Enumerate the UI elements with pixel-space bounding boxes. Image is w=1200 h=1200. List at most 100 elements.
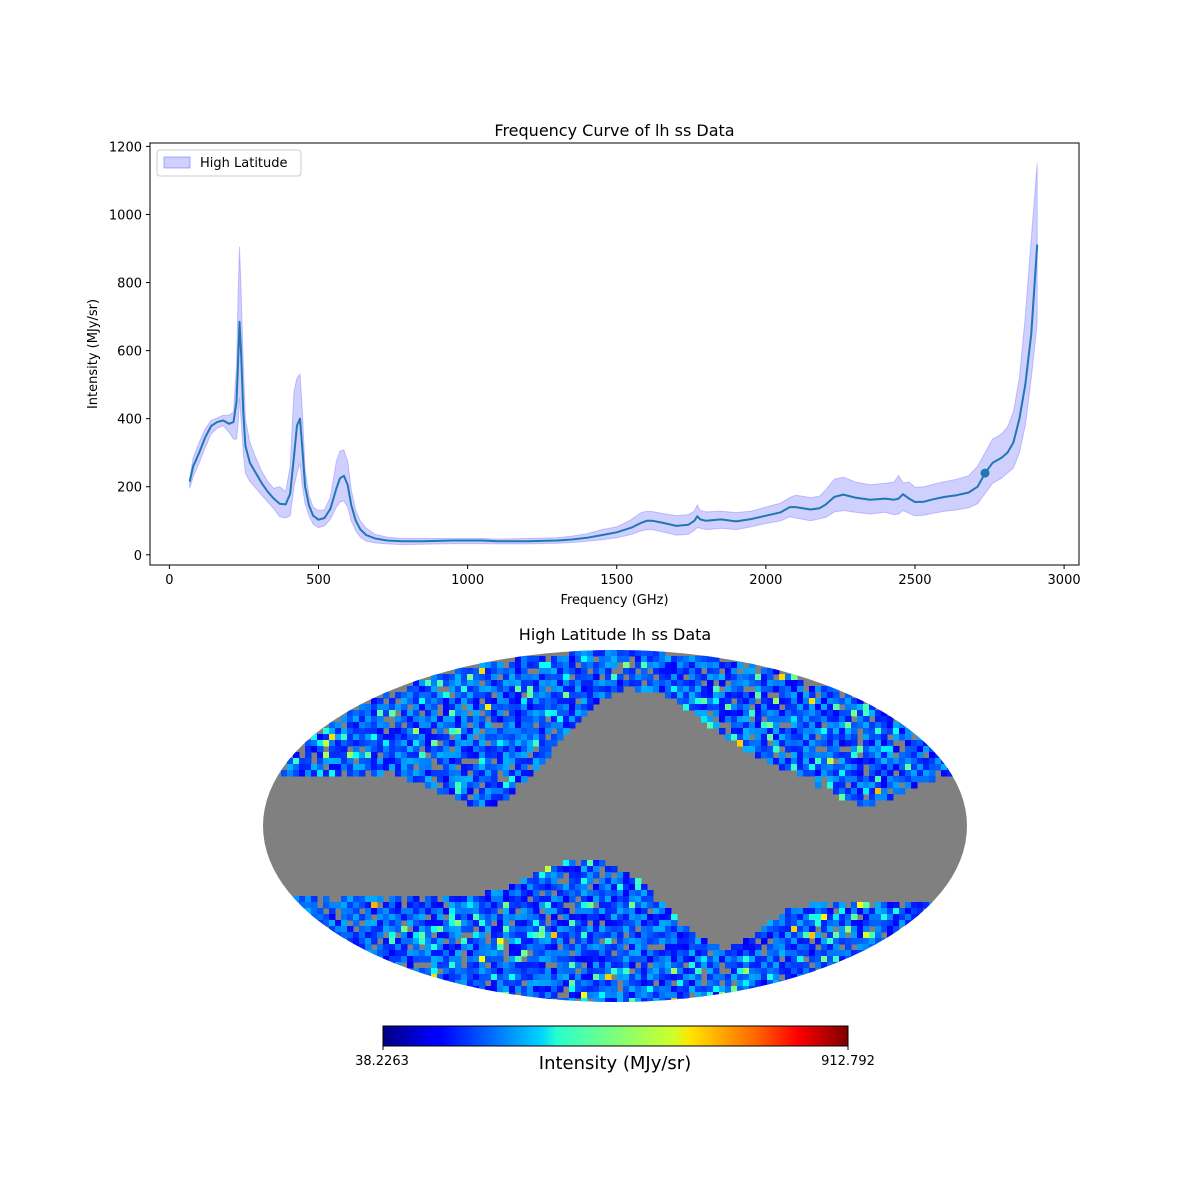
map-pixel [797,764,804,771]
map-pixel [845,764,852,771]
map-pixel [761,698,768,705]
map-pixel [629,920,636,927]
map-pixel [431,752,438,759]
map-pixel [455,926,462,933]
map-pixel [449,716,456,723]
map-pixel [743,680,750,687]
map-pixel [371,938,378,945]
map-pixel [503,992,510,999]
map-pixel [665,662,672,669]
map-pixel [659,980,666,987]
map-pixel [563,908,570,915]
map-pixel [869,938,876,945]
map-pixel [419,926,426,933]
map-pixel [563,698,570,705]
map-pixel [683,686,690,693]
map-pixel [569,668,576,675]
map-pixel [635,980,642,987]
map-pixel [377,908,384,915]
map-pixel [521,962,528,969]
map-pixel [413,740,420,747]
map-pixel [779,962,786,969]
map-pixel [503,782,510,789]
map-pixel [485,902,492,909]
map-pixel [605,902,612,909]
map-pixel [377,770,384,777]
map-pixel [845,692,852,699]
map-pixel [911,914,918,921]
map-pixel [731,668,738,675]
map-pixel [755,746,762,753]
map-pixel [881,926,888,933]
map-pixel [359,764,366,771]
map-pixel [569,680,576,687]
map-pixel [479,974,486,981]
map-pixel [695,962,702,969]
map-pixel [443,908,450,915]
map-pixel [569,980,576,987]
map-pixel [479,668,486,675]
map-pixel [611,656,618,663]
map-pixel [305,746,312,753]
map-pixel [743,938,750,945]
map-pixel [851,932,858,939]
map-pixel [503,920,510,927]
map-pixel [497,692,504,699]
map-pixel [557,968,564,975]
map-pixel [761,704,768,711]
map-pixel [845,920,852,927]
map-pixel [395,920,402,927]
map-pixel [539,716,546,723]
map-pixel [497,992,504,999]
map-pixel [533,992,540,999]
map-pixel [839,920,846,927]
map-pixel [545,938,552,945]
map-pixel [413,902,420,909]
map-pixel [569,890,576,897]
map-pixel [389,914,396,921]
map-pixel [455,776,462,783]
map-pixel [821,716,828,723]
map-pixel [767,974,774,981]
map-pixel [431,704,438,711]
map-pixel [503,728,510,735]
map-pixel [809,752,816,759]
map-pixel [701,686,708,693]
map-pixel [371,770,378,777]
map-pixel [887,752,894,759]
map-pixel [659,914,666,921]
map-pixel [335,728,342,735]
map-pixel [545,950,552,957]
map-pixel [551,686,558,693]
map-pixel [395,914,402,921]
map-pixel [359,704,366,711]
map-pixel [641,926,648,933]
map-pixel [911,758,918,765]
map-pixel [677,932,684,939]
map-pixel [581,908,588,915]
map-pixel [881,770,888,777]
map-pixel [887,926,894,933]
map-pixel [833,920,840,927]
map-pixel [593,956,600,963]
map-pixel [659,950,666,957]
map-pixel [473,950,480,957]
map-pixel [785,920,792,927]
map-pixel [545,872,552,879]
map-pixel [449,926,456,933]
map-pixel [527,734,534,741]
map-pixel [815,770,822,777]
map-pixel [869,794,876,801]
map-pixel [785,674,792,681]
map-pixel [515,962,522,969]
map-pixel [845,728,852,735]
map-pixel [653,908,660,915]
map-pixel [833,956,840,963]
map-pixel [809,950,816,957]
map-pixel [857,950,864,957]
map-pixel [629,902,636,909]
map-pixel [797,746,804,753]
map-pixel [893,782,900,789]
map-pixel [401,956,408,963]
x-tick-label: 3000 [1048,573,1081,588]
